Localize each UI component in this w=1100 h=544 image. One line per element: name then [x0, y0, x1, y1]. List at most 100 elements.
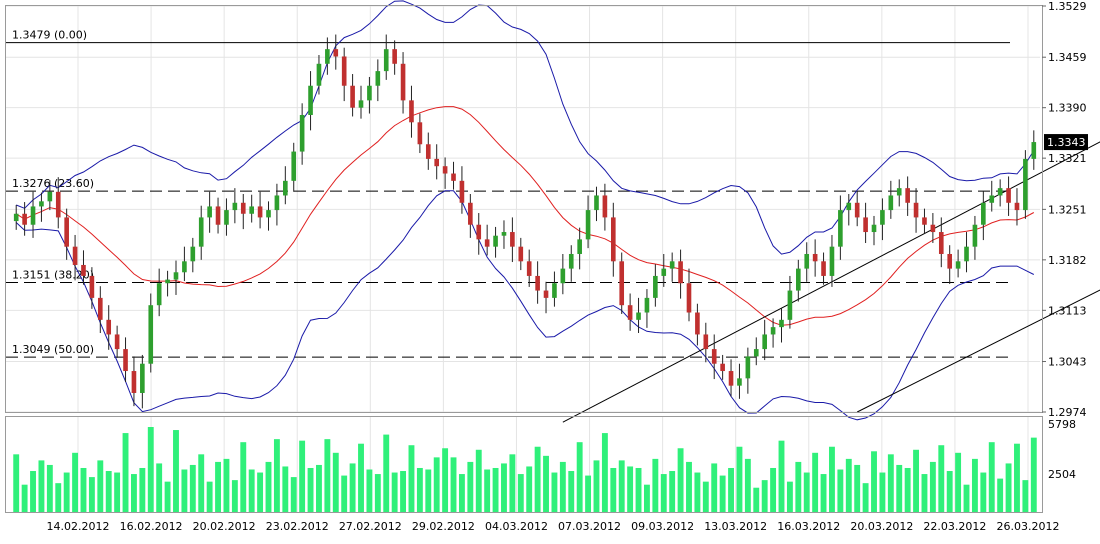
volume-bar	[433, 457, 440, 512]
candle-body	[316, 63, 322, 86]
candle-body	[383, 49, 389, 72]
date-axis-label: 26.03.2012	[997, 520, 1060, 533]
volume-bar	[55, 483, 62, 512]
candle-body	[442, 166, 448, 174]
volume-bar	[349, 463, 356, 512]
price-axis-label: 1.3529	[1048, 0, 1087, 13]
bollinger-bands	[15, 0, 1035, 421]
candle-body	[644, 297, 650, 313]
candle-body	[47, 191, 53, 202]
volume-bar	[736, 446, 743, 512]
volume-bar	[601, 433, 608, 512]
volume-bar	[257, 472, 264, 512]
volume-axis-label: 5798	[1048, 418, 1076, 431]
volume-bar	[307, 467, 314, 512]
price-axis-label: 1.3182	[1048, 254, 1087, 267]
candle-body	[863, 217, 868, 233]
volume-bar	[467, 461, 474, 512]
candle-body	[745, 356, 751, 379]
candle-body	[106, 319, 112, 335]
candle-body	[661, 268, 667, 276]
volume-bar	[383, 434, 390, 512]
candle-body	[22, 213, 27, 225]
date-axis-label: 09.03.2012	[631, 520, 694, 533]
candle-body	[400, 63, 406, 101]
volume-bar	[795, 461, 802, 512]
volume-bar	[223, 458, 230, 512]
candle-body	[182, 261, 187, 273]
candle-body	[224, 210, 229, 225]
candle-body	[880, 210, 885, 225]
volume-bar	[290, 477, 297, 512]
volume-bar	[122, 433, 129, 512]
current-price-badge	[1044, 134, 1088, 151]
volume-bar	[105, 471, 112, 512]
candle-body	[484, 239, 490, 247]
volume-bar	[559, 461, 566, 512]
volume-bar	[913, 449, 920, 512]
trend-line	[856, 289, 1100, 413]
volume-bar	[635, 467, 642, 512]
volume-bar	[1030, 437, 1037, 512]
volume-bar	[534, 446, 541, 512]
volume-bar	[30, 471, 36, 512]
volume-bars	[13, 427, 1037, 512]
candle-body	[535, 275, 540, 291]
candle-body	[560, 268, 566, 284]
volume-bar	[946, 471, 953, 512]
volume-bar	[206, 481, 213, 512]
volume-bar	[21, 484, 28, 512]
fib-level-label: 1.3151 (38.20)	[12, 269, 94, 282]
volume-bar	[408, 445, 415, 512]
volume-bar	[240, 442, 247, 512]
candle-body	[215, 206, 221, 225]
candle-body	[964, 246, 969, 262]
candle-body	[114, 334, 120, 350]
candle-body	[619, 261, 625, 306]
volume-bar	[980, 472, 987, 512]
candle-body	[972, 224, 978, 247]
candle-body	[737, 378, 742, 386]
volume-bar	[845, 458, 852, 512]
volume-bar	[686, 461, 692, 512]
date-axis-label: 04.03.2012	[485, 520, 548, 533]
candle-body	[425, 144, 431, 159]
candle-body	[518, 246, 524, 262]
volume-bar	[492, 467, 499, 512]
price-axis-label: 1.3321	[1048, 152, 1087, 165]
candle-body	[140, 363, 145, 393]
candle-body	[417, 122, 423, 145]
candle-body	[274, 195, 280, 211]
volume-bar	[627, 466, 634, 512]
fib-level-label: 1.3479 (0.00)	[12, 29, 87, 42]
candle-body	[812, 253, 818, 262]
volume-bar	[181, 469, 188, 512]
candle-body	[123, 349, 128, 372]
candle-body	[451, 173, 456, 181]
volume-bar	[786, 481, 793, 512]
volume-bar	[38, 460, 45, 512]
candle-body	[501, 232, 507, 236]
date-axis-label: 29.02.2012	[412, 520, 475, 533]
candle-body	[476, 224, 482, 240]
fib-level-label: 1.3276 (23.60)	[12, 177, 94, 190]
candle-body	[81, 264, 86, 276]
date-axis-label: 22.03.2012	[923, 520, 986, 533]
candle-body	[678, 261, 683, 284]
volume-bar	[652, 458, 659, 512]
volume-bar	[887, 454, 894, 512]
price-axis-label: 1.3251	[1048, 203, 1087, 216]
volume-bar	[938, 445, 945, 512]
axes: 1.3529 1.3459 1.3390 1.3321 1.3251 1.3182 1.31…	[47, 0, 1088, 533]
date-axis-label: 16.02.2012	[120, 520, 183, 533]
volume-bar	[299, 440, 306, 512]
candle-body	[39, 201, 44, 207]
volume-bar	[643, 484, 650, 512]
candle-body	[367, 85, 372, 101]
candle-body	[333, 49, 339, 57]
volume-bar	[63, 472, 70, 512]
volume-bar	[265, 461, 272, 512]
volume-bar	[669, 471, 676, 512]
volume-bar	[761, 480, 768, 512]
candle-body	[804, 253, 810, 269]
